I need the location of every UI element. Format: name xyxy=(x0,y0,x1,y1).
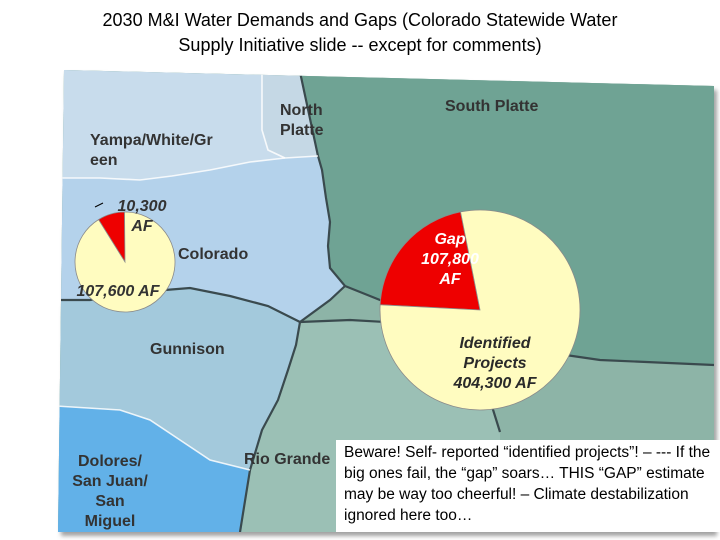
label-colorado: Colorado xyxy=(178,246,249,263)
label-dolores: Dolores/San Juan/San Miguel xyxy=(72,453,148,530)
small-pie-leader-line xyxy=(94,202,104,208)
label-yampa: Yampa/White/Gr een xyxy=(90,132,213,169)
small-pie-gap-label: 10,300 AF xyxy=(117,198,167,235)
sub-boundaries xyxy=(58,74,319,471)
small-pie-rest-label: 107,600 AF xyxy=(76,283,160,300)
title-line-1: 2030 M&I Water Demands and Gaps (Colorad… xyxy=(102,10,618,30)
region-dolores xyxy=(58,300,250,532)
big-pie-gap-label: Gap 107,800 AF xyxy=(421,231,479,288)
label-rio-grande: Rio Grande xyxy=(244,451,331,468)
colorado-pie-slice-remaining xyxy=(74,211,176,313)
south-platte-pie-slice-remaining xyxy=(379,209,581,411)
comment-box: Beware! Self- reported “identified proje… xyxy=(336,440,720,532)
label-north-platte: North Platte xyxy=(280,102,324,139)
label-south-platte: South Platte xyxy=(445,98,539,115)
region-gunnison xyxy=(58,288,300,470)
south-platte-pie-chart xyxy=(379,209,581,411)
colorado-pie-chart xyxy=(74,211,176,313)
south-platte-pie-slice-gap xyxy=(379,211,481,311)
slide-title: 2030 M&I Water Demands and Gaps (Colorad… xyxy=(0,8,720,58)
big-pie-rest-label: Identified Projects 404,300 AF xyxy=(453,335,537,392)
region-north-platte xyxy=(262,70,318,158)
title-line-2: Supply Initiative slide -- except for co… xyxy=(178,35,542,55)
region-yampa xyxy=(58,70,285,180)
label-gunnison: Gunnison xyxy=(150,341,225,358)
